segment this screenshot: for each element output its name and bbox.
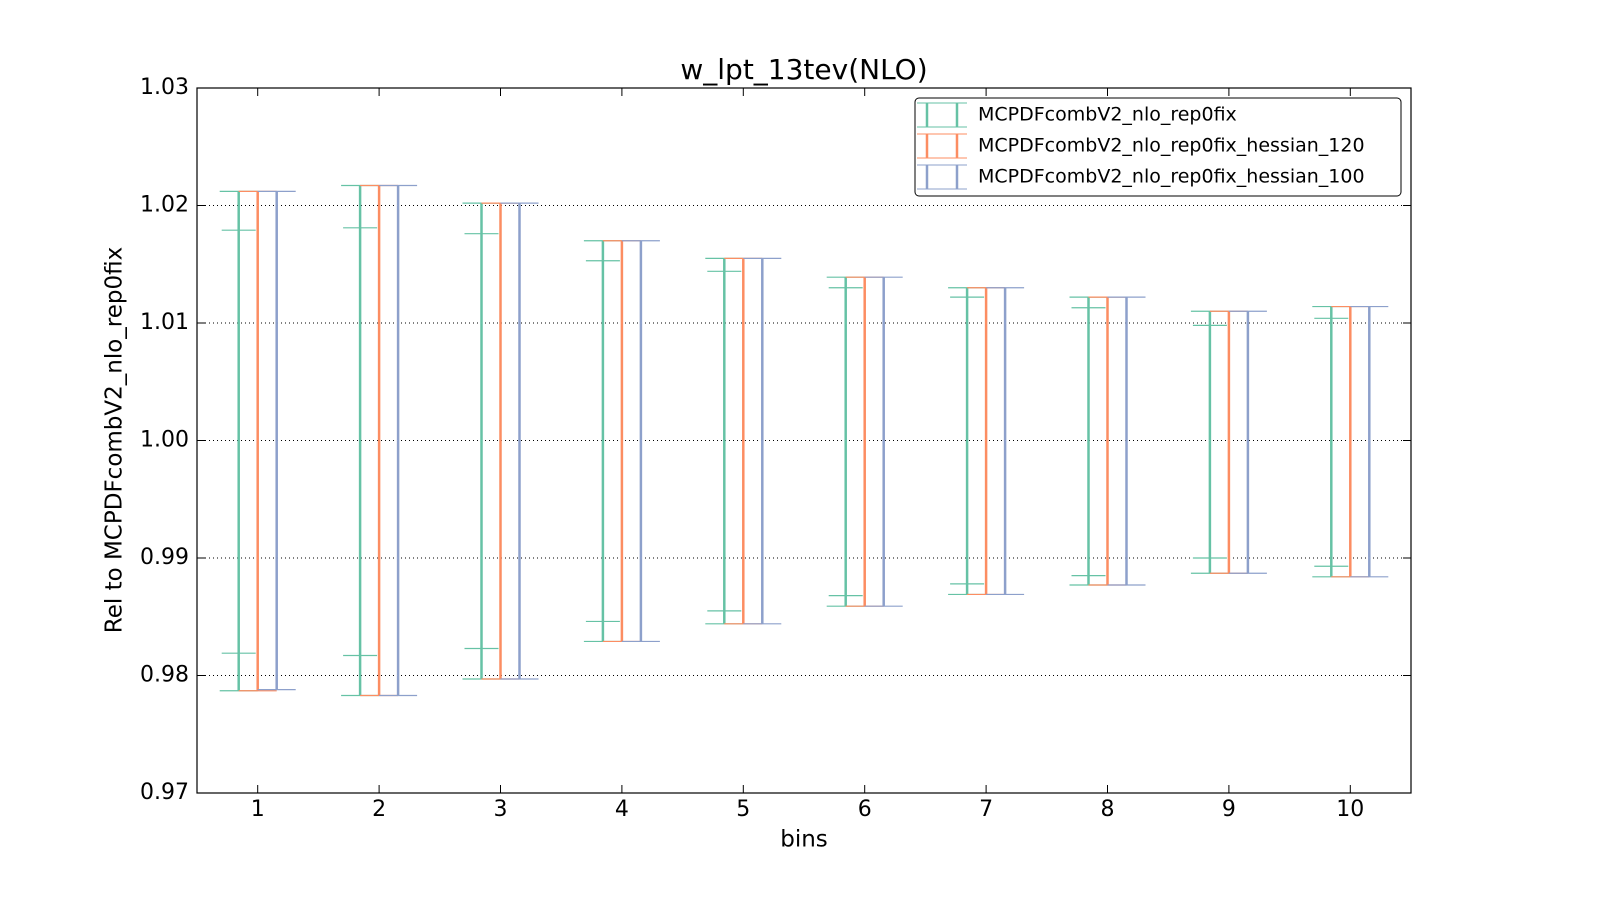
chart-title: w_lpt_13tev(NLO) xyxy=(680,53,927,86)
x-tick-label: 3 xyxy=(494,797,508,822)
legend-label: MCPDFcombV2_nlo_rep0fix_hessian_100 xyxy=(978,166,1365,188)
x-tick-label: 7 xyxy=(979,797,993,822)
x-axis-label: bins xyxy=(780,827,828,853)
y-tick-label: 0.97 xyxy=(140,780,189,805)
y-tick-label: 1.02 xyxy=(140,193,189,218)
y-tick-label: 0.98 xyxy=(140,663,189,688)
legend: MCPDFcombV2_nlo_rep0fix MCPDFcombV2_nlo_r… xyxy=(914,97,1402,197)
legend-box xyxy=(914,97,1402,197)
y-tick-label: 1.03 xyxy=(140,75,189,100)
y-tick-label: 1.01 xyxy=(140,310,189,335)
y-axis-label: Rel to MCPDFcombV2_nlo_rep0fix xyxy=(102,247,128,633)
legend-icon xyxy=(917,164,967,190)
x-tick-label: 2 xyxy=(372,797,386,822)
x-tick-label: 8 xyxy=(1101,797,1115,822)
y-tick-label: 0.99 xyxy=(140,545,189,570)
legend-icon xyxy=(917,102,967,128)
legend-label: MCPDFcombV2_nlo_rep0fix xyxy=(978,104,1237,126)
x-tick-label: 10 xyxy=(1336,797,1364,822)
y-tick-label: 1.00 xyxy=(140,428,189,453)
x-tick-label: 5 xyxy=(736,797,750,822)
x-tick-label: 6 xyxy=(858,797,872,822)
legend-icon xyxy=(917,133,967,159)
x-tick-label: 9 xyxy=(1222,797,1236,822)
x-tick-label: 4 xyxy=(615,797,629,822)
x-tick-label: 1 xyxy=(251,797,265,822)
legend-label: MCPDFcombV2_nlo_rep0fix_hessian_120 xyxy=(978,135,1365,157)
plot-frame xyxy=(196,87,1412,794)
